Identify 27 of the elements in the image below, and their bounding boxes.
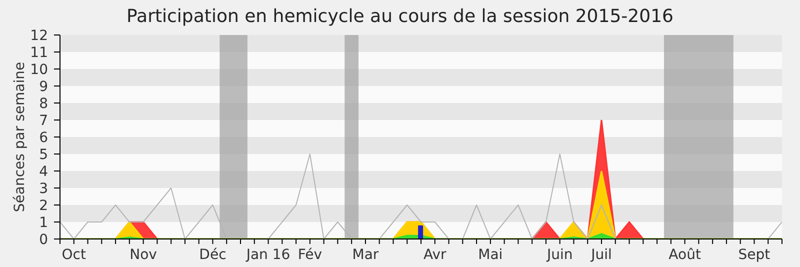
y-tick-label: 7: [39, 113, 48, 129]
x-tick-label: Fév: [298, 247, 322, 263]
y-tick-label: 1: [39, 215, 48, 231]
chart-title: Participation en hemicycle au cours de la session 2015-2016: [126, 6, 674, 27]
y-tick-label: 10: [30, 62, 48, 78]
x-tick-label: Avr: [423, 247, 447, 263]
x-tick-label: Oct: [62, 247, 86, 263]
x-tick-label: Juil: [590, 247, 612, 263]
y-tick-label: 11: [30, 45, 48, 61]
x-tick-label: Sept: [738, 247, 771, 263]
x-tick-label: Mar: [352, 247, 379, 263]
x-tick-label: Août: [668, 247, 702, 263]
y-tick-label: 3: [39, 181, 48, 197]
x-tick-label: Juin: [546, 247, 573, 263]
y-tick-label: 0: [39, 232, 48, 248]
y-tick-label: 6: [39, 130, 48, 146]
y-tick-label: 4: [39, 164, 48, 180]
x-tick-label: Mai: [478, 247, 503, 263]
y-tick-label: 8: [39, 96, 48, 112]
x-tick-label: Déc: [199, 247, 226, 263]
y-tick-label: 2: [39, 198, 48, 214]
x-tick-label: Jan 16: [245, 247, 290, 263]
y-tick-label: 9: [39, 79, 48, 95]
x-tick-label: Nov: [130, 247, 157, 263]
y-tick-label: 12: [30, 28, 48, 44]
y-tick-label: 5: [39, 147, 48, 163]
y-axis-title: Séances par semaine: [12, 62, 28, 212]
